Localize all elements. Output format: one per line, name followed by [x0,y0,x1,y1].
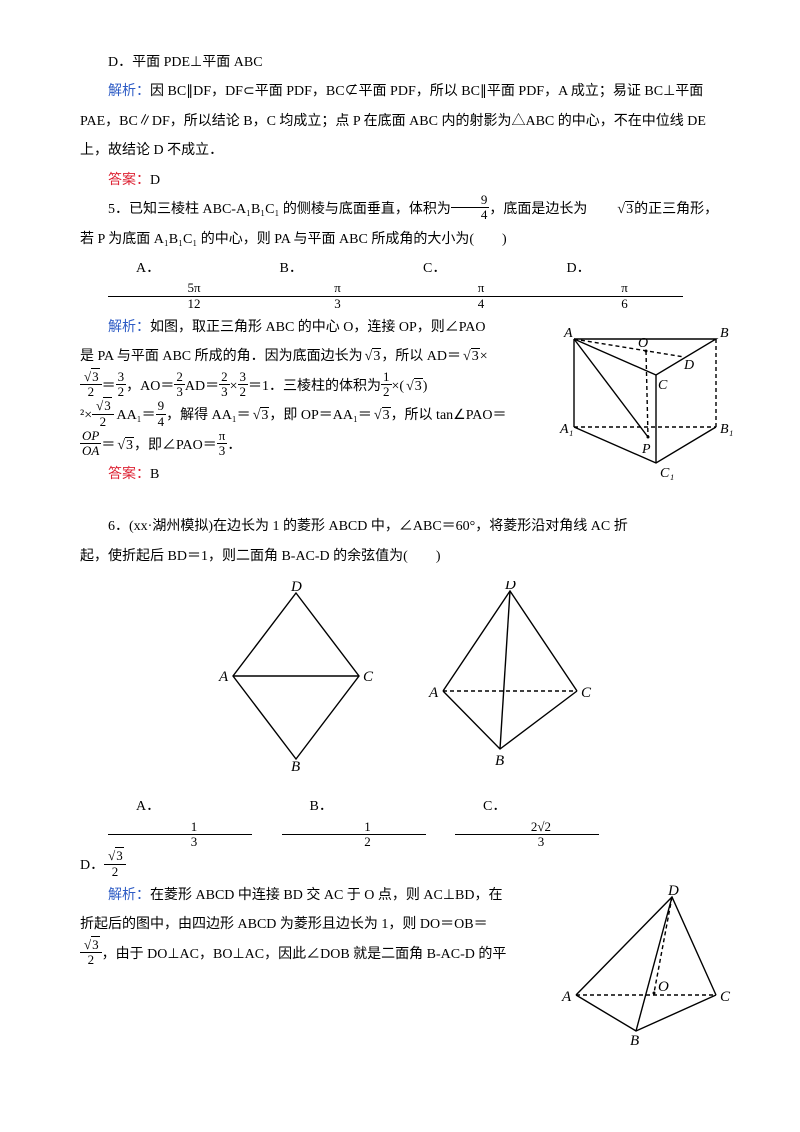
q5-opt-a: A．5π12 [108,254,248,313]
sqrt-3-a: 3 [587,195,634,224]
svg-text:O: O [658,979,669,995]
q6-stem-l1: 6．(xx·湖州模拟)在边长为 1 的菱形 ABCD 中，∠ABC＝60°，将菱… [80,512,736,541]
lbl-B: B [720,326,729,341]
svg-text:C: C [720,989,731,1005]
svg-text:D: D [667,885,679,899]
q5-options: A．5π12 B．π3 C．π4 D．π6 [80,254,736,313]
opt-d-text: D．平面 PDE⊥平面 ABC [108,55,263,70]
daan-label: 答案： [108,173,150,188]
svg-text:B: B [495,753,504,769]
lbl-B1: B₁ [720,422,733,437]
q5-a: 5．已知三棱柱 ABC-A₁B₁C₁ 的侧棱与底面垂直，体积为 [108,202,451,217]
q6-opt-a: A．13 [108,792,278,851]
q5-stem-line1: 5．已知三棱柱 ABC-A₁B₁C₁ 的侧棱与底面垂直，体积为94，底面是边长为… [80,195,736,225]
figure-rhombus-pair: D A C B D A C B [80,581,736,782]
svg-text:C: C [581,685,592,701]
figure-tetra: D A C B O [556,885,736,1056]
svg-text:D: D [504,581,516,593]
jiexi-label-5: 解析： [108,320,150,335]
q5-opt-d: D．π6 [539,254,679,313]
jiexi-label-6: 解析： [108,888,150,903]
lbl-C1: C₁ [660,466,674,481]
q5-opt-b: B．π3 [252,254,392,313]
svg-text:B: B [630,1033,639,1045]
q5-opt-c: C．π4 [395,254,535,313]
lbl-C: C [658,378,668,393]
previous-option-d: D．平面 PDE⊥平面 ABC [80,48,736,77]
q5-d: 若 P 为底面 A₁B₁C₁ 的中心，则 PA 与平面 ABC 所成角的大小为(… [80,232,507,247]
daan-5-text: B [150,467,159,482]
answer-4: 答案：D [80,166,736,195]
q5-c: 的正三角形， [634,202,718,217]
daan-4-text: D [150,173,160,188]
q6-stem-l2: 起，使折起后 BD＝1，则二面角 B-AC-D 的余弦值为( ) [80,542,736,571]
lbl-O: O [638,336,648,351]
svg-text:A: A [428,685,439,701]
q6-options-2: D．32 [80,851,736,881]
svg-text:D: D [290,581,302,595]
lbl-A: A [563,326,573,341]
lbl-P: P [641,442,651,457]
q6-options-1: A．13 B．12 C．2√23 [80,792,736,851]
svg-text:A: A [561,989,572,1005]
jiexi-label: 解析： [108,84,150,99]
figure-prism: A B C D O A₁ B₁ C₁ P [556,317,736,508]
svg-text:C: C [363,669,374,685]
q6-opt-c: C．2√23 [455,792,625,851]
jiexi-4: 解析：因 BC∥DF，DF⊂平面 PDF，BC⊄平面 PDF，所以 BC∥平面 … [80,77,736,165]
jiexi-4-text: 因 BC∥DF，DF⊂平面 PDF，BC⊄平面 PDF，所以 BC∥平面 PDF… [80,84,706,158]
lbl-A1: A₁ [559,422,573,437]
svg-text:A: A [218,669,229,685]
q6-opt-d: D．32 [80,858,126,873]
q5-frac: 94 [451,193,490,223]
q5-stem-line2: 若 P 为底面 A₁B₁C₁ 的中心，则 PA 与平面 ABC 所成角的大小为(… [80,225,736,254]
daan-label-5: 答案： [108,467,150,482]
lbl-D: D [683,358,694,373]
svg-text:B: B [291,759,300,771]
q5-b: ，底面是边长为 [489,202,587,217]
q6-opt-b: B．12 [282,792,452,851]
